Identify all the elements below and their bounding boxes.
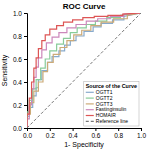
y-tick-label: 0.6 (13, 56, 22, 63)
x-tick-mark (50, 128, 51, 131)
x-tick-label: 0.4 (69, 132, 78, 139)
y-axis: 0.0 0.2 0.4 0.6 0.8 1.0 (13, 10, 28, 132)
y-tick-mark (24, 36, 27, 37)
x-tick: 0.8 (114, 128, 123, 139)
x-axis-title: 1- Specificity (64, 141, 104, 149)
series-line (27, 13, 141, 128)
x-tick-mark (141, 128, 142, 131)
x-tick-label: 0.8 (114, 132, 123, 139)
x-tick-mark (73, 128, 74, 131)
series-line (27, 13, 141, 128)
x-tick: 0.4 (69, 128, 78, 139)
legend-label: Reference line (96, 118, 128, 124)
legend: Source of the CurveOGTT1OGTT2OGTT3Fastin… (84, 82, 139, 126)
x-tick-label: 1.0 (137, 132, 146, 139)
y-tick: 1.0 (13, 10, 27, 17)
x-tick-label: 0.2 (46, 132, 55, 139)
series-line (27, 13, 141, 128)
y-tick: 0.6 (13, 56, 27, 63)
legend-swatch (86, 121, 94, 122)
title: ROC Curve (63, 2, 106, 11)
x-tick: 0.2 (46, 128, 55, 139)
legend-swatch (86, 92, 94, 93)
y-tick-mark (24, 128, 27, 129)
y-tick-label: 0.2 (13, 102, 22, 109)
y-tick-mark (24, 82, 27, 83)
series-line (27, 13, 141, 128)
series-line (27, 13, 141, 128)
y-tick-mark (24, 105, 27, 106)
y-tick: 0.0 (13, 125, 27, 132)
legend-box (84, 82, 139, 126)
x-tick-mark (95, 128, 96, 131)
y-tick: 0.2 (13, 102, 27, 109)
x-tick: 0.0 (23, 128, 32, 139)
y-tick-label: 0.8 (13, 33, 22, 40)
y-tick-mark (24, 13, 27, 14)
x-axis: 0.0 0.2 0.4 0.6 0.8 1.0 (23, 128, 146, 139)
y-tick: 0.8 (13, 33, 27, 40)
plot: 0.0 0.2 0.4 0.6 0.8 1.0 0.0 0.2 0.4 0.6 0.8 1.0 Sour… (13, 10, 146, 139)
chart-container: 0.0 0.2 0.4 0.6 0.8 1.0 0.0 0.2 0.4 0.6 0.8 1.0 Sour… (0, 0, 147, 150)
y-axis-title: Sensitivity (1, 54, 9, 86)
legend-swatch (86, 97, 94, 98)
legend-item: Reference line (86, 118, 128, 124)
x-tick: 1.0 (137, 128, 146, 139)
legend-swatch (86, 109, 94, 110)
y-tick-label: 1.0 (13, 10, 22, 17)
x-tick: 0.6 (91, 128, 100, 139)
chart: 0.0 0.2 0.4 0.6 0.8 1.0 0.0 0.2 0.4 0.6 0.8 1.0 Sour… (0, 0, 147, 150)
x-tick-label: 0.6 (91, 132, 100, 139)
y-tick-label: 0.4 (13, 79, 22, 86)
legend-swatch (86, 103, 94, 104)
lines (27, 13, 141, 128)
x-axis-line (28, 129, 142, 132)
legend-swatch (86, 115, 94, 116)
y-tick-mark (24, 59, 27, 60)
x-tick-mark (118, 128, 119, 131)
y-axis-line (24, 14, 28, 129)
y-tick: 0.4 (13, 79, 27, 86)
y-tick-label: 0.0 (13, 125, 22, 132)
x-tick-label: 0.0 (23, 132, 32, 139)
series-line (27, 13, 141, 128)
